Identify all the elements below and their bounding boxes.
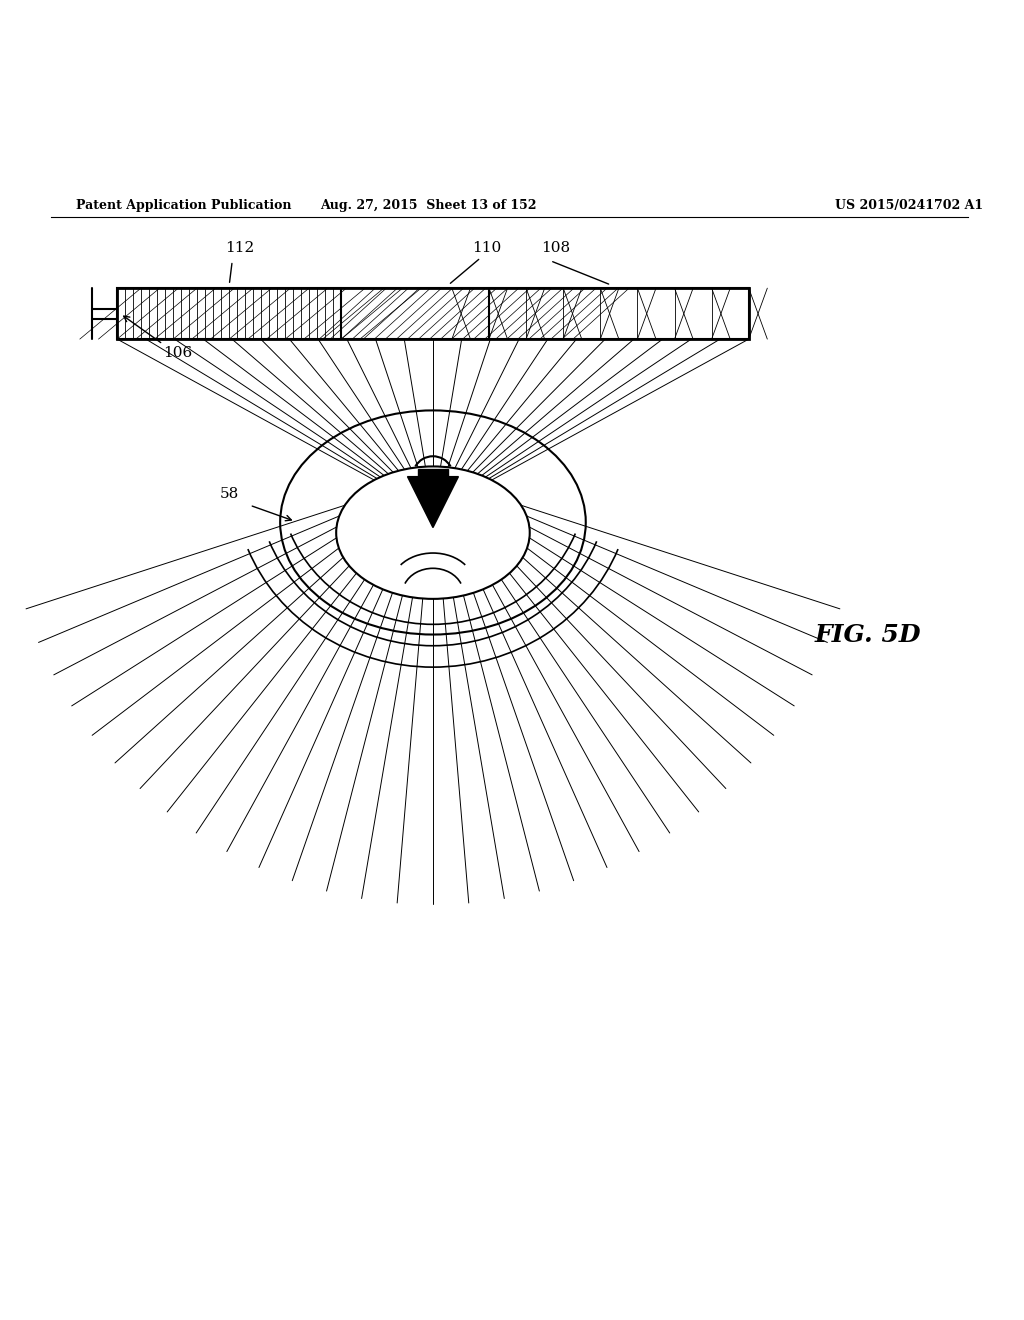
Text: 112: 112 — [225, 240, 254, 255]
Text: 110: 110 — [472, 240, 502, 255]
Text: 58: 58 — [220, 487, 240, 502]
Polygon shape — [408, 477, 459, 528]
Text: FIG. 5D: FIG. 5D — [815, 623, 922, 647]
Text: US 2015/0241702 A1: US 2015/0241702 A1 — [836, 199, 983, 213]
Text: 106: 106 — [163, 346, 193, 360]
Text: 108: 108 — [541, 240, 569, 255]
FancyBboxPatch shape — [117, 288, 749, 339]
Text: Aug. 27, 2015  Sheet 13 of 152: Aug. 27, 2015 Sheet 13 of 152 — [319, 199, 537, 213]
FancyBboxPatch shape — [418, 470, 449, 482]
Ellipse shape — [336, 466, 529, 599]
Text: Patent Application Publication: Patent Application Publication — [77, 199, 292, 213]
